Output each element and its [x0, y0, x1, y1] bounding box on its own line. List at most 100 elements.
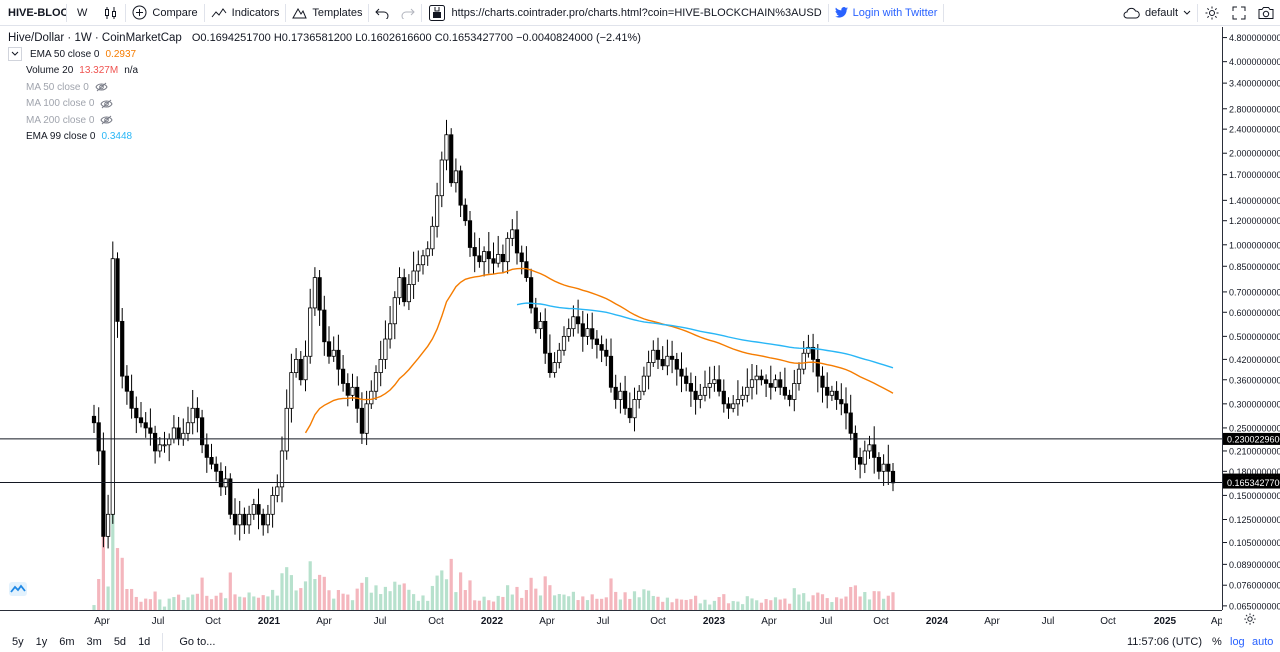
- candle: [618, 382, 623, 414]
- range-5d-button[interactable]: 5d: [113, 635, 127, 648]
- templates-button[interactable]: Templates: [286, 1, 368, 25]
- candle: [181, 418, 186, 446]
- time-tick-label: Oct: [205, 616, 221, 627]
- candle-body: [115, 258, 120, 322]
- camera-icon: [1258, 6, 1274, 19]
- eye-hidden-icon[interactable]: [100, 99, 113, 109]
- interval-button[interactable]: W: [77, 6, 88, 19]
- candle-body: [576, 316, 581, 325]
- price-tick-label: 0.2500000000: [1229, 423, 1280, 433]
- volume-bar: [416, 600, 420, 610]
- toolbar-divider: [285, 3, 287, 22]
- candle: [829, 385, 835, 401]
- legend-ema50[interactable]: EMA 50 close 0 0.2937: [8, 46, 641, 63]
- volume-bar: [463, 590, 467, 610]
- volume-bar: [397, 584, 402, 610]
- price-tick-label: 0.0760000000: [1229, 581, 1280, 591]
- auto-scale-button[interactable]: auto: [1252, 635, 1274, 648]
- snapshot-url-button[interactable]: https://charts.cointrader.pro/charts.htm…: [422, 1, 827, 25]
- toolbar-divider: [421, 3, 423, 22]
- volume-bar: [224, 598, 228, 610]
- eye-hidden-icon[interactable]: [95, 82, 108, 92]
- candle: [717, 365, 722, 397]
- candle: [496, 235, 501, 268]
- theme-dropdown[interactable]: default: [1117, 1, 1197, 25]
- candle: [514, 210, 520, 265]
- settings-button[interactable]: [1198, 1, 1226, 25]
- range-1d-button[interactable]: 1d: [138, 635, 151, 648]
- screenshot-button[interactable]: [1252, 1, 1280, 25]
- volume-bar: [853, 585, 857, 610]
- volume-bar: [473, 600, 477, 610]
- candle-body: [397, 277, 402, 299]
- fullscreen-button[interactable]: [1226, 1, 1252, 25]
- tradingview-logo-icon[interactable]: [9, 582, 27, 596]
- volume-bar: [604, 597, 608, 610]
- volume-bar: [891, 592, 895, 610]
- candle-body: [693, 390, 698, 400]
- candle-body: [599, 344, 604, 351]
- candle-body: [265, 513, 271, 526]
- candle-body: [510, 229, 515, 239]
- candle: [745, 368, 750, 403]
- legend-ma50[interactable]: MA 50 close 0: [8, 79, 641, 96]
- candle-body: [134, 407, 139, 419]
- collapse-legend-button[interactable]: [8, 47, 22, 62]
- volume-bar: [811, 595, 815, 610]
- range-1y-button[interactable]: 1y: [35, 635, 48, 648]
- log-scale-button[interactable]: log: [1230, 635, 1245, 648]
- range-5y-button[interactable]: 5y: [12, 635, 24, 648]
- compare-button[interactable]: Compare: [126, 1, 203, 25]
- candle-body: [670, 355, 675, 360]
- time-tick-label: Jul: [820, 616, 833, 627]
- login-twitter-button[interactable]: Login with Twitter: [829, 1, 944, 25]
- volume-bar: [689, 599, 693, 610]
- utc-clock[interactable]: 11:57:06 (UTC): [1127, 635, 1202, 648]
- toolbar-divider: [1197, 3, 1198, 22]
- templates-label: Templates: [312, 6, 363, 19]
- candle-body: [228, 478, 233, 515]
- candle: [378, 340, 383, 387]
- candle-body: [152, 432, 158, 452]
- candle: [712, 365, 717, 392]
- price-chart[interactable]: [0, 27, 1222, 610]
- candle: [768, 365, 773, 400]
- price-axis[interactable]: 4.8000000000 4.0000000000 3.4000000000 2.80…: [1222, 27, 1280, 610]
- indicators-button[interactable]: Indicators: [205, 1, 286, 25]
- candle-body: [209, 456, 214, 465]
- price-tick-label: 0.4200000000: [1229, 355, 1280, 365]
- price-tick-label: 0.3000000000: [1229, 399, 1280, 409]
- legend-ma200[interactable]: MA 200 close 0: [8, 112, 641, 129]
- percent-scale-button[interactable]: %: [1212, 635, 1222, 648]
- candle-body: [458, 170, 463, 206]
- fullscreen-icon: [1232, 6, 1246, 19]
- volume-bar: [430, 585, 434, 610]
- volume-bar: [816, 592, 820, 610]
- volume-bar: [661, 601, 665, 610]
- candle: [702, 370, 708, 402]
- candle-body: [96, 422, 101, 452]
- volume-bar: [148, 599, 152, 610]
- legend-ma100[interactable]: MA 100 close 0: [8, 96, 641, 113]
- chart-type-button[interactable]: [97, 1, 125, 25]
- price-tick-label: 1.7000000000: [1229, 170, 1280, 180]
- goto-button[interactable]: Go to...: [179, 635, 216, 648]
- range-6m-button[interactable]: 6m: [59, 635, 75, 648]
- volume-bar: [731, 601, 735, 610]
- axis-settings-icon[interactable]: [1243, 612, 1257, 626]
- range-3m-button[interactable]: 3m: [86, 635, 102, 648]
- undo-button[interactable]: [369, 1, 395, 25]
- symbol-search[interactable]: HIVE-BLOCK: [8, 6, 66, 19]
- legend-volume[interactable]: Volume 20 13.327M n/a: [8, 63, 641, 80]
- time-axis[interactable]: Apr Jul Oct 2021 Apr Jul Oct 2022 Apr Jul Oct 2023 A…: [0, 610, 1222, 630]
- volume-bar: [585, 600, 590, 610]
- chart-pane[interactable]: [0, 27, 1222, 610]
- price-tick-label: 0.0650000000: [1229, 601, 1280, 610]
- volume-bar: [101, 529, 105, 610]
- candle: [890, 462, 896, 492]
- candle: [251, 498, 256, 520]
- legend-ema99[interactable]: EMA 99 close 0 0.3448: [8, 129, 641, 146]
- eye-hidden-icon[interactable]: [100, 115, 113, 125]
- candle-body: [688, 383, 694, 392]
- redo-button[interactable]: [395, 1, 421, 25]
